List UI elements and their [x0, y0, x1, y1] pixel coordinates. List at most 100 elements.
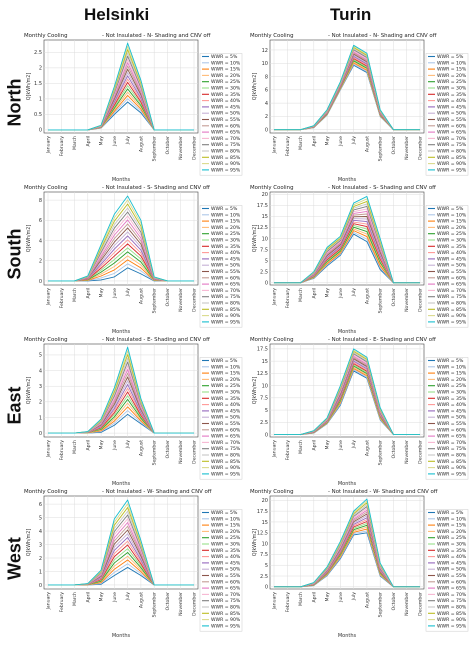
- y-tick-label: 0: [39, 279, 42, 285]
- legend-label: WWR = 90%: [211, 465, 241, 471]
- legend-label: WWR = 95%: [437, 623, 467, 629]
- legend-label: WWR = 35%: [211, 396, 241, 402]
- legend-label: WWR = 25%: [437, 383, 467, 389]
- legend-label: WWR = 5%: [437, 510, 464, 516]
- legend-label: WWR = 40%: [437, 402, 467, 408]
- x-tick-label: May: [99, 288, 105, 298]
- x-tick-label: October: [391, 288, 397, 306]
- y-tick-label: 15: [262, 520, 268, 526]
- legend-label: WWR = 85%: [211, 155, 241, 161]
- legend-label: WWR = 60%: [211, 275, 241, 281]
- x-tick-label: July: [125, 440, 131, 450]
- x-tick-label: September: [378, 440, 384, 466]
- chart-svg-turin-east: Monthly Cooling - Not Insulated - E- Shad…: [250, 337, 469, 487]
- x-tick-label: February: [285, 288, 291, 309]
- y-tick-label: 7.5: [260, 396, 268, 402]
- legend-label: WWR = 35%: [437, 92, 467, 98]
- legend-label: WWR = 50%: [437, 263, 467, 269]
- x-tick-label: January: [46, 592, 52, 611]
- legend-label: WWR = 50%: [211, 111, 241, 117]
- plot-area: [43, 495, 199, 590]
- legend-label: WWR = 20%: [437, 225, 467, 231]
- x-tick-label: January: [272, 136, 278, 155]
- y-tick-label: 15: [262, 214, 268, 220]
- legend-label: WWR = 15%: [437, 219, 467, 225]
- column-title-helsinki: Helsinki: [84, 5, 150, 24]
- x-tick-label: February: [59, 136, 65, 157]
- legend-label: WWR = 55%: [211, 421, 241, 427]
- x-tick-label: September: [152, 288, 158, 314]
- legend-label: WWR = 15%: [437, 371, 467, 377]
- x-tick-label: September: [152, 592, 158, 618]
- legend-box: [425, 357, 469, 480]
- chart-turin-east: Monthly Cooling - Not Insulated - E- Shad…: [248, 336, 470, 492]
- chart-helsinki-east: Monthly Cooling - Not Insulated - E- Shad…: [22, 336, 244, 492]
- legend-label: WWR = 15%: [437, 523, 467, 529]
- y-tick-label: 12.5: [257, 371, 268, 377]
- legend-label: WWR = 35%: [211, 548, 241, 554]
- legend-label: WWR = 15%: [211, 67, 241, 73]
- legend-label: WWR = 65%: [211, 434, 241, 440]
- legend-label: WWR = 70%: [437, 592, 467, 598]
- x-tick-label: May: [325, 136, 331, 146]
- y-tick-label: 5: [39, 515, 42, 521]
- x-tick-label: February: [59, 440, 65, 461]
- y-tick-label: 2: [39, 400, 42, 406]
- legend-label: WWR = 75%: [211, 446, 241, 452]
- y-tick-label: 7.5: [260, 247, 268, 253]
- x-tick-label: August: [138, 136, 144, 152]
- chart-svg-helsinki-north: Monthly Cooling - Not Insulated - N- Shad…: [24, 33, 243, 183]
- x-tick-label: January: [46, 288, 52, 307]
- legend-label: WWR = 25%: [211, 535, 241, 541]
- legend-label: WWR = 95%: [211, 623, 241, 629]
- legend-label: WWR = 85%: [211, 459, 241, 465]
- x-tick-label: July: [351, 440, 357, 450]
- x-tick-label: April: [85, 288, 91, 299]
- x-tick-label: November: [178, 440, 184, 464]
- x-tick-label: May: [325, 592, 331, 602]
- legend-label: WWR = 60%: [437, 579, 467, 585]
- legend-label: WWR = 40%: [437, 98, 467, 104]
- y-tick-label: 0: [39, 583, 42, 589]
- legend-label: WWR = 15%: [211, 371, 241, 377]
- y-tick-label: 3: [39, 384, 42, 390]
- legend-label: WWR = 35%: [211, 244, 241, 250]
- chart-title-right: - Not Insulated - N- Shading and CNV off: [102, 33, 211, 39]
- legend-label: WWR = 50%: [437, 567, 467, 573]
- legend-label: WWR = 75%: [211, 598, 241, 604]
- legend-label: WWR = 10%: [437, 364, 467, 370]
- y-tick-label: 8: [265, 74, 268, 80]
- x-axis-label: Months: [112, 481, 131, 487]
- legend-label: WWR = 85%: [437, 155, 467, 161]
- legend-label: WWR = 30%: [211, 86, 241, 92]
- x-tick-label: June: [338, 440, 344, 451]
- legend-label: WWR = 25%: [437, 231, 467, 237]
- legend-label: WWR = 55%: [437, 269, 467, 275]
- legend-label: WWR = 5%: [437, 54, 464, 60]
- x-tick-label: August: [364, 592, 370, 608]
- legend-label: WWR = 60%: [211, 427, 241, 433]
- y-tick-label: 4: [39, 238, 42, 244]
- chart-title-right: - Not Insulated - W- Shading and CNV off: [328, 489, 438, 495]
- x-tick-label: October: [391, 136, 397, 154]
- series-line: [274, 498, 420, 588]
- chart-svg-helsinki-east: Monthly Cooling - Not Insulated - E- Shad…: [24, 337, 243, 487]
- legend-label: WWR = 25%: [437, 535, 467, 541]
- x-tick-label: July: [351, 592, 357, 602]
- x-tick-label: August: [364, 288, 370, 304]
- legend-label: WWR = 15%: [211, 523, 241, 529]
- x-tick-label: February: [59, 288, 65, 309]
- y-axis-label: Q[kWh/m2]: [252, 225, 258, 253]
- legend-label: WWR = 90%: [437, 617, 467, 623]
- x-tick-label: October: [165, 288, 171, 306]
- x-tick-label: May: [99, 440, 105, 450]
- legend-label: WWR = 40%: [437, 250, 467, 256]
- x-tick-label: November: [404, 136, 410, 160]
- x-tick-label: August: [138, 592, 144, 608]
- x-tick-label: February: [285, 136, 291, 157]
- legend-label: WWR = 95%: [211, 319, 241, 325]
- x-tick-label: February: [285, 592, 291, 613]
- x-tick-label: November: [404, 440, 410, 464]
- y-tick-label: 2.5: [260, 270, 268, 276]
- legend-box: [199, 357, 243, 480]
